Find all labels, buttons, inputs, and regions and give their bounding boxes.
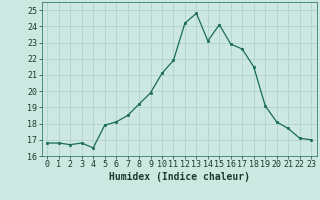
X-axis label: Humidex (Indice chaleur): Humidex (Indice chaleur) bbox=[109, 172, 250, 182]
